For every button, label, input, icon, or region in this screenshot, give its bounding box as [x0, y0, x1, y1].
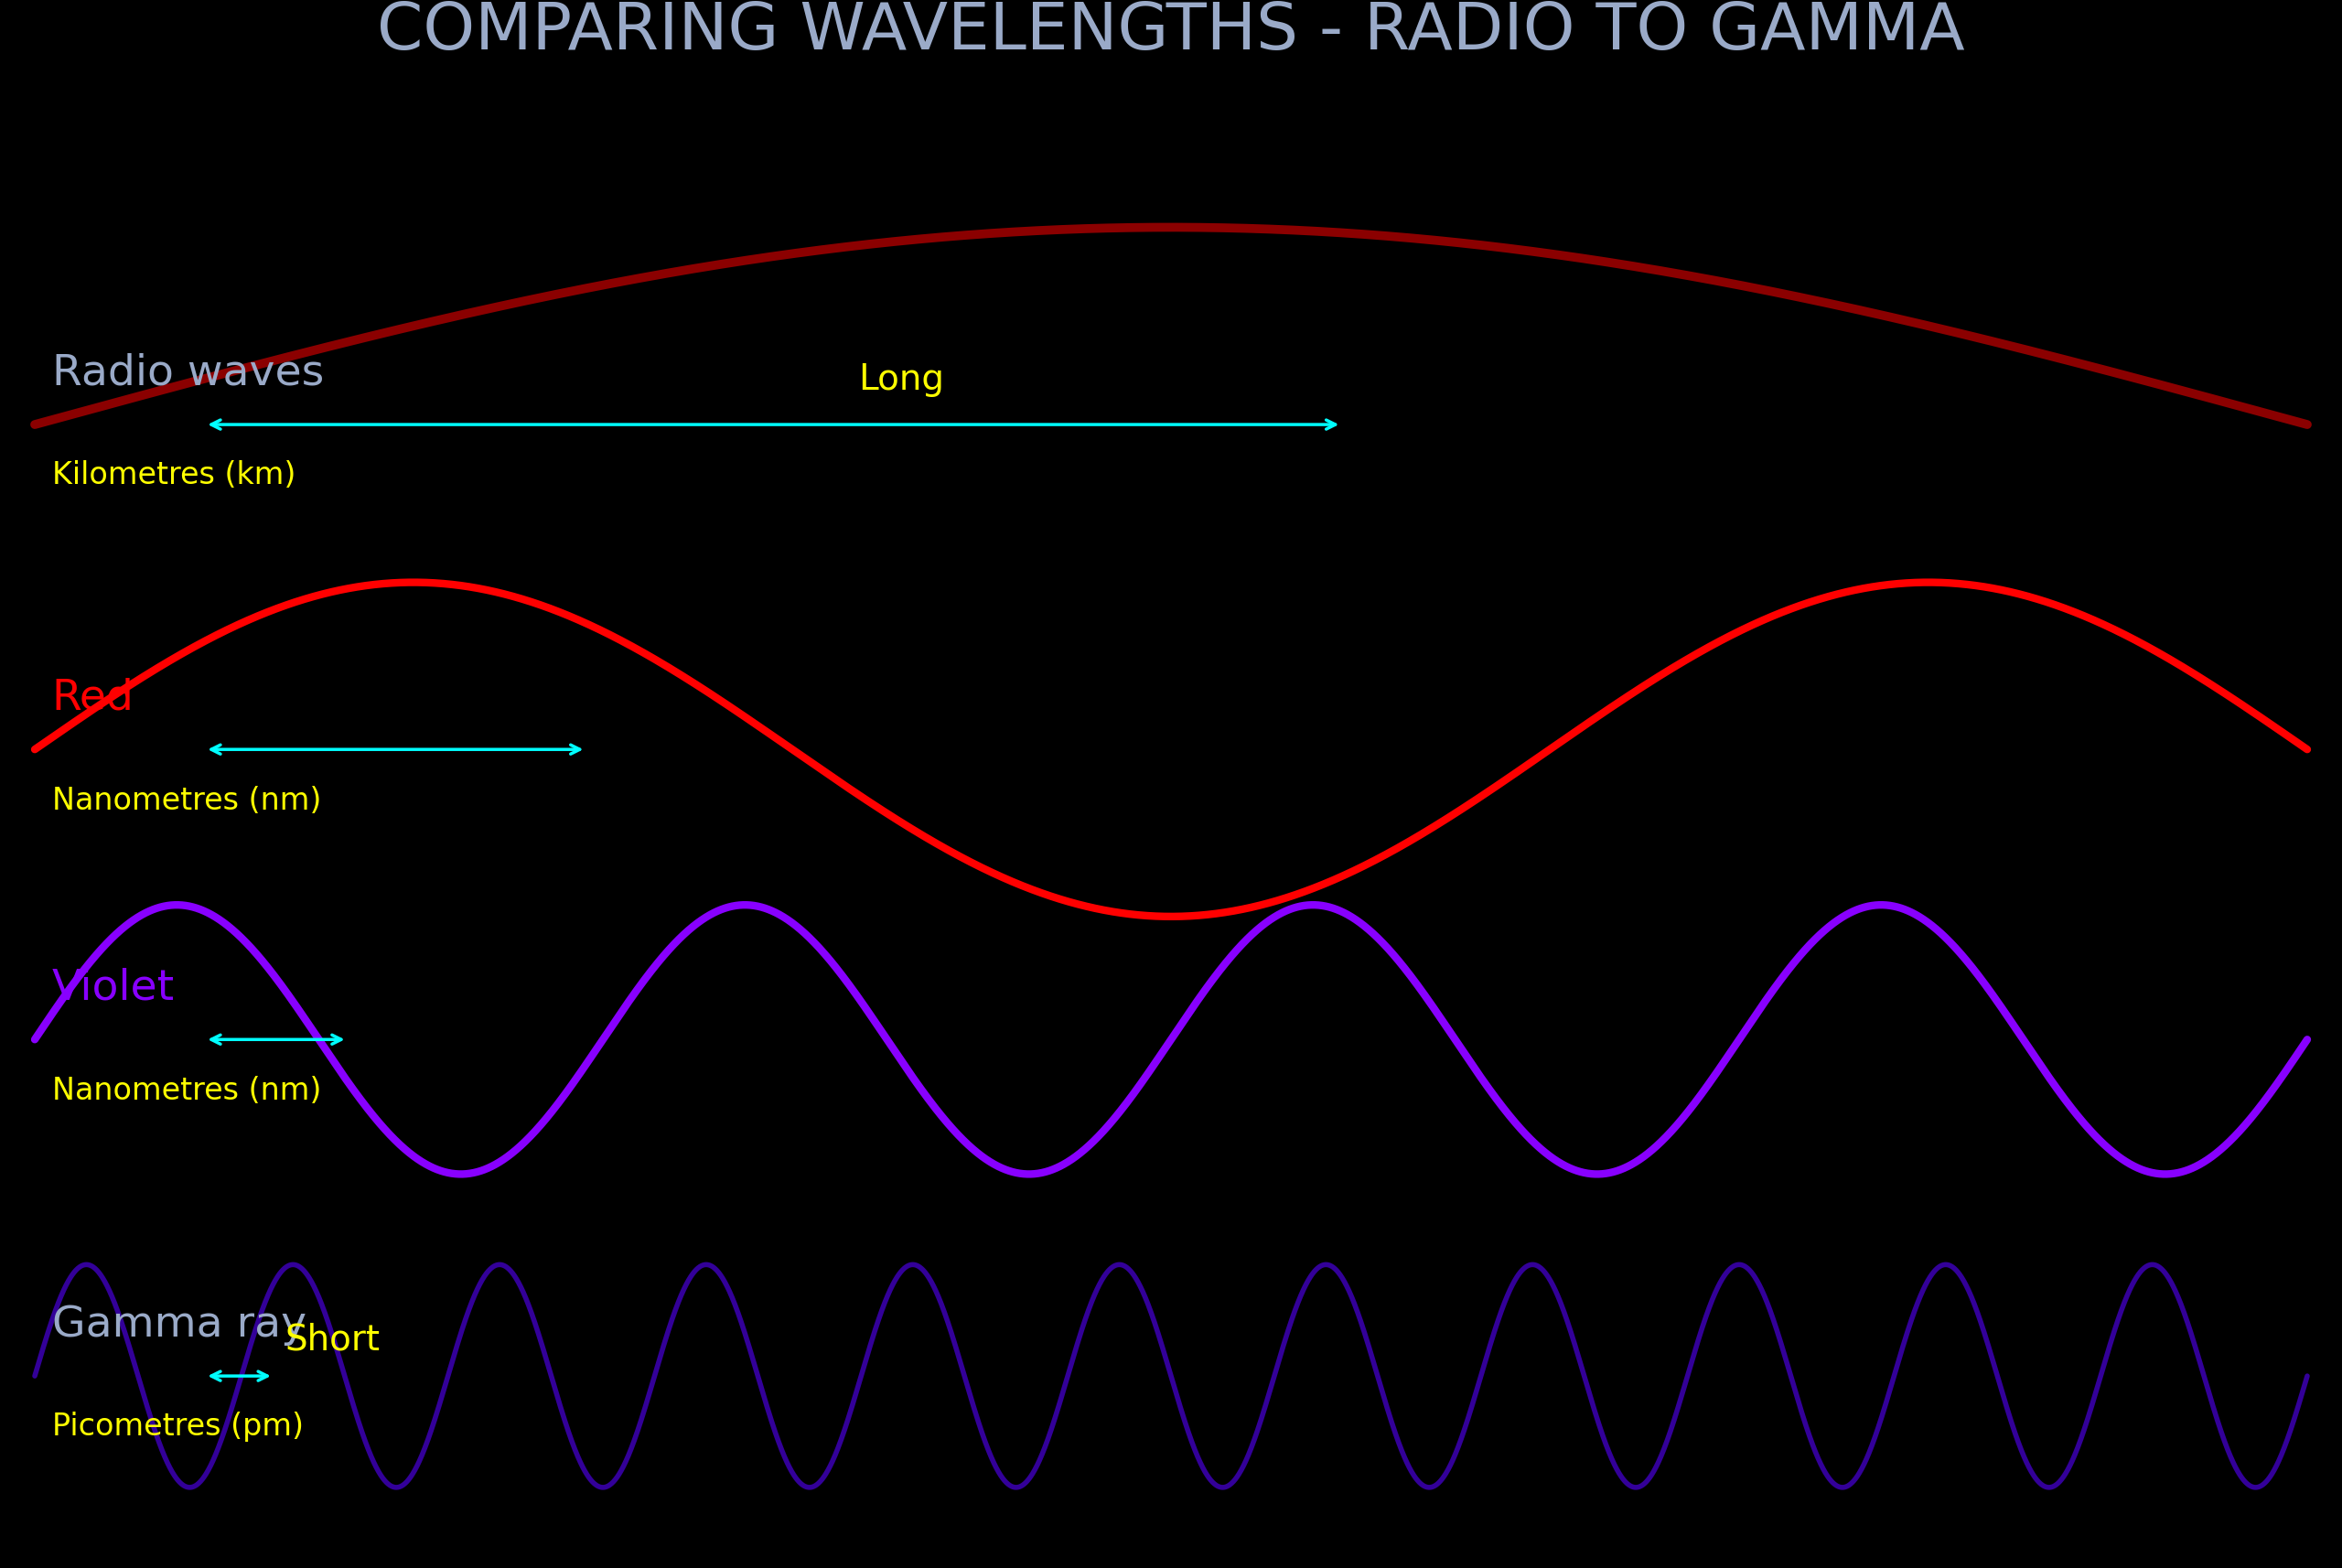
Text: Red: Red [52, 677, 133, 720]
Text: COMPARING WAVELENGTHS - RADIO TO GAMMA: COMPARING WAVELENGTHS - RADIO TO GAMMA [377, 0, 1965, 63]
Text: Short: Short [286, 1323, 379, 1358]
Text: Kilometres (km): Kilometres (km) [52, 461, 295, 491]
Text: Picometres (pm): Picometres (pm) [52, 1411, 304, 1443]
Text: Nanometres (nm): Nanometres (nm) [52, 1076, 321, 1105]
Text: Long: Long [860, 362, 944, 397]
Text: Radio waves: Radio waves [52, 353, 323, 394]
Text: Gamma ray: Gamma ray [52, 1305, 307, 1345]
Text: Violet: Violet [52, 967, 176, 1010]
Text: Nanometres (nm): Nanometres (nm) [52, 786, 321, 815]
